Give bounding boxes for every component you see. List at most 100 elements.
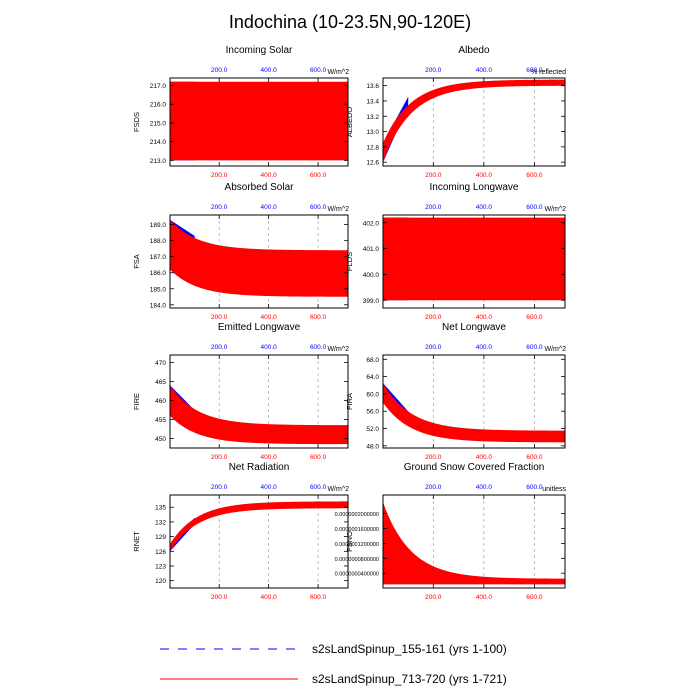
panel-title: Absorbed Solar: [225, 182, 295, 193]
y-tick-label: 470: [155, 360, 166, 367]
plot-frame: [382, 354, 566, 449]
x-tick-label-top: 400.0: [261, 204, 278, 211]
x-tick-label-top: 200.0: [211, 484, 228, 491]
y-tick-label: 0.0000001200000: [335, 542, 379, 548]
x-tick-label-bottom: 400.0: [476, 594, 493, 601]
x-tick-label-bottom: 600.0: [526, 172, 543, 179]
legend-label-blue: s2sLandSpinup_155-161 (yrs 1-100): [312, 642, 507, 656]
panel-title: Emitted Longwave: [218, 322, 301, 333]
series-line-red: [382, 217, 566, 301]
y-tick-label: 129: [155, 534, 166, 541]
y-tick-label: 56.0: [366, 409, 379, 416]
x-tick-label-bottom: 400.0: [476, 454, 493, 461]
x-tick-label-top: 600.0: [526, 344, 543, 351]
series-line-red: [382, 502, 566, 585]
panel-fira: 48.0 52.0 56.0 60.0 64.0 68.0 200.0 200.0 400.0 4…: [345, 322, 566, 461]
units-label: W/m^2: [327, 206, 349, 213]
plot-frame: [382, 77, 566, 167]
panel-title: Net Radiation: [229, 462, 290, 473]
legend: s2sLandSpinup_155-161 (yrs 1-100) s2sLan…: [160, 642, 507, 686]
x-tick-label-top: 400.0: [261, 484, 278, 491]
y-tick-label: 13.4: [366, 98, 379, 105]
x-tick-label-top: 600.0: [526, 204, 543, 211]
panel-flds: 399.0 400.0 401.0 402.0 200.0 200.0 400.0 400.0…: [345, 182, 566, 321]
x-tick-label-top: 200.0: [425, 484, 442, 491]
x-tick-label-top: 600.0: [310, 67, 327, 74]
plot-frame: [382, 214, 566, 309]
y-tick-label: 213.0: [150, 158, 167, 165]
x-tick-label-top: 600.0: [310, 484, 327, 491]
y-tick-label: 12.6: [366, 160, 379, 167]
y-axis-label: FSNO: [345, 531, 354, 552]
y-axis-label: FLDS: [345, 252, 354, 271]
panel-title: Incoming Solar: [226, 45, 293, 56]
y-axis-label: FSA: [132, 254, 141, 269]
units-label: W/m^2: [327, 69, 349, 76]
units-label: % reflected: [531, 69, 566, 76]
x-tick-label-top: 600.0: [310, 344, 327, 351]
y-tick-label: 0.0000001600000: [335, 527, 379, 533]
y-tick-label: 132: [155, 519, 166, 526]
y-tick-label: 402.0: [363, 220, 380, 227]
y-tick-label: 185.0: [150, 286, 167, 293]
y-tick-label: 68.0: [366, 357, 379, 364]
x-tick-label-bottom: 200.0: [425, 454, 442, 461]
y-tick-label: 187.0: [150, 254, 167, 261]
x-tick-label-top: 400.0: [261, 344, 278, 351]
plot-frame: [169, 494, 349, 589]
panel-title: Net Longwave: [442, 322, 506, 333]
x-tick-label-top: 200.0: [425, 344, 442, 351]
x-tick-label-top: 400.0: [261, 67, 278, 74]
y-tick-label: 120: [155, 578, 166, 585]
x-tick-label-top: 600.0: [526, 484, 543, 491]
y-tick-label: 189.0: [150, 222, 167, 229]
y-axis-label: FSDS: [132, 112, 141, 132]
y-tick-label: 465: [155, 379, 166, 386]
y-tick-label: 12.8: [366, 144, 379, 151]
series-band-red: [194, 124, 348, 140]
x-tick-label-top: 200.0: [425, 67, 442, 74]
series-line-blue: [169, 517, 195, 552]
y-tick-label: 13.6: [366, 83, 379, 90]
y-tick-label: 60.0: [366, 391, 379, 398]
x-tick-label-bottom: 200.0: [425, 594, 442, 601]
units-label: W/m^2: [327, 486, 349, 493]
y-tick-label: 450: [155, 436, 166, 443]
x-tick-label-bottom: 400.0: [261, 454, 278, 461]
x-tick-label-bottom: 400.0: [261, 594, 278, 601]
series-line-red: [382, 383, 566, 443]
y-tick-label: 460: [155, 398, 166, 405]
x-tick-label-top: 200.0: [211, 344, 228, 351]
plot-frame: [169, 214, 349, 309]
x-tick-label-top: 400.0: [476, 204, 493, 211]
y-tick-label: 184.0: [150, 302, 167, 309]
y-tick-label: 48.0: [366, 443, 379, 450]
x-tick-label-top: 200.0: [211, 67, 228, 74]
x-tick-label-bottom: 600.0: [526, 594, 543, 601]
series-line-red: [169, 501, 349, 551]
x-tick-label-top: 400.0: [476, 67, 493, 74]
y-tick-label: 126: [155, 549, 166, 556]
y-axis-label: RNET: [132, 531, 141, 552]
panel-rnet: 120 123 126 129 132 135 200.0 200.0 400.0 400.0 60…: [132, 462, 349, 601]
y-tick-label: 135: [155, 505, 166, 512]
y-tick-label: 399.0: [363, 298, 380, 305]
x-tick-label-top: 200.0: [211, 204, 228, 211]
series-line-red: [382, 79, 566, 162]
units-label: W/m^2: [544, 206, 566, 213]
x-tick-label-bottom: 200.0: [211, 314, 228, 321]
x-tick-label-top: 600.0: [310, 204, 327, 211]
panel-title: Incoming Longwave: [430, 182, 519, 193]
x-tick-label-bottom: 400.0: [261, 314, 278, 321]
panel-fsno: 0.0000000400000 0.0000000800000 0.00000012…: [335, 462, 567, 601]
y-tick-label: 13.2: [366, 114, 379, 121]
y-tick-label: 217.0: [150, 83, 167, 90]
x-tick-label-top: 200.0: [425, 204, 442, 211]
x-tick-label-bottom: 200.0: [211, 594, 228, 601]
x-tick-label-top: 400.0: [476, 344, 493, 351]
y-tick-label: 216.0: [150, 102, 167, 109]
series-line-red: [169, 81, 349, 161]
panel-albedo: 12.6 12.8 13.0 13.2 13.4 13.6 200.0 200.0 400.0 4…: [345, 45, 566, 179]
x-tick-label-bottom: 400.0: [476, 314, 493, 321]
y-tick-label: 214.0: [150, 139, 167, 146]
